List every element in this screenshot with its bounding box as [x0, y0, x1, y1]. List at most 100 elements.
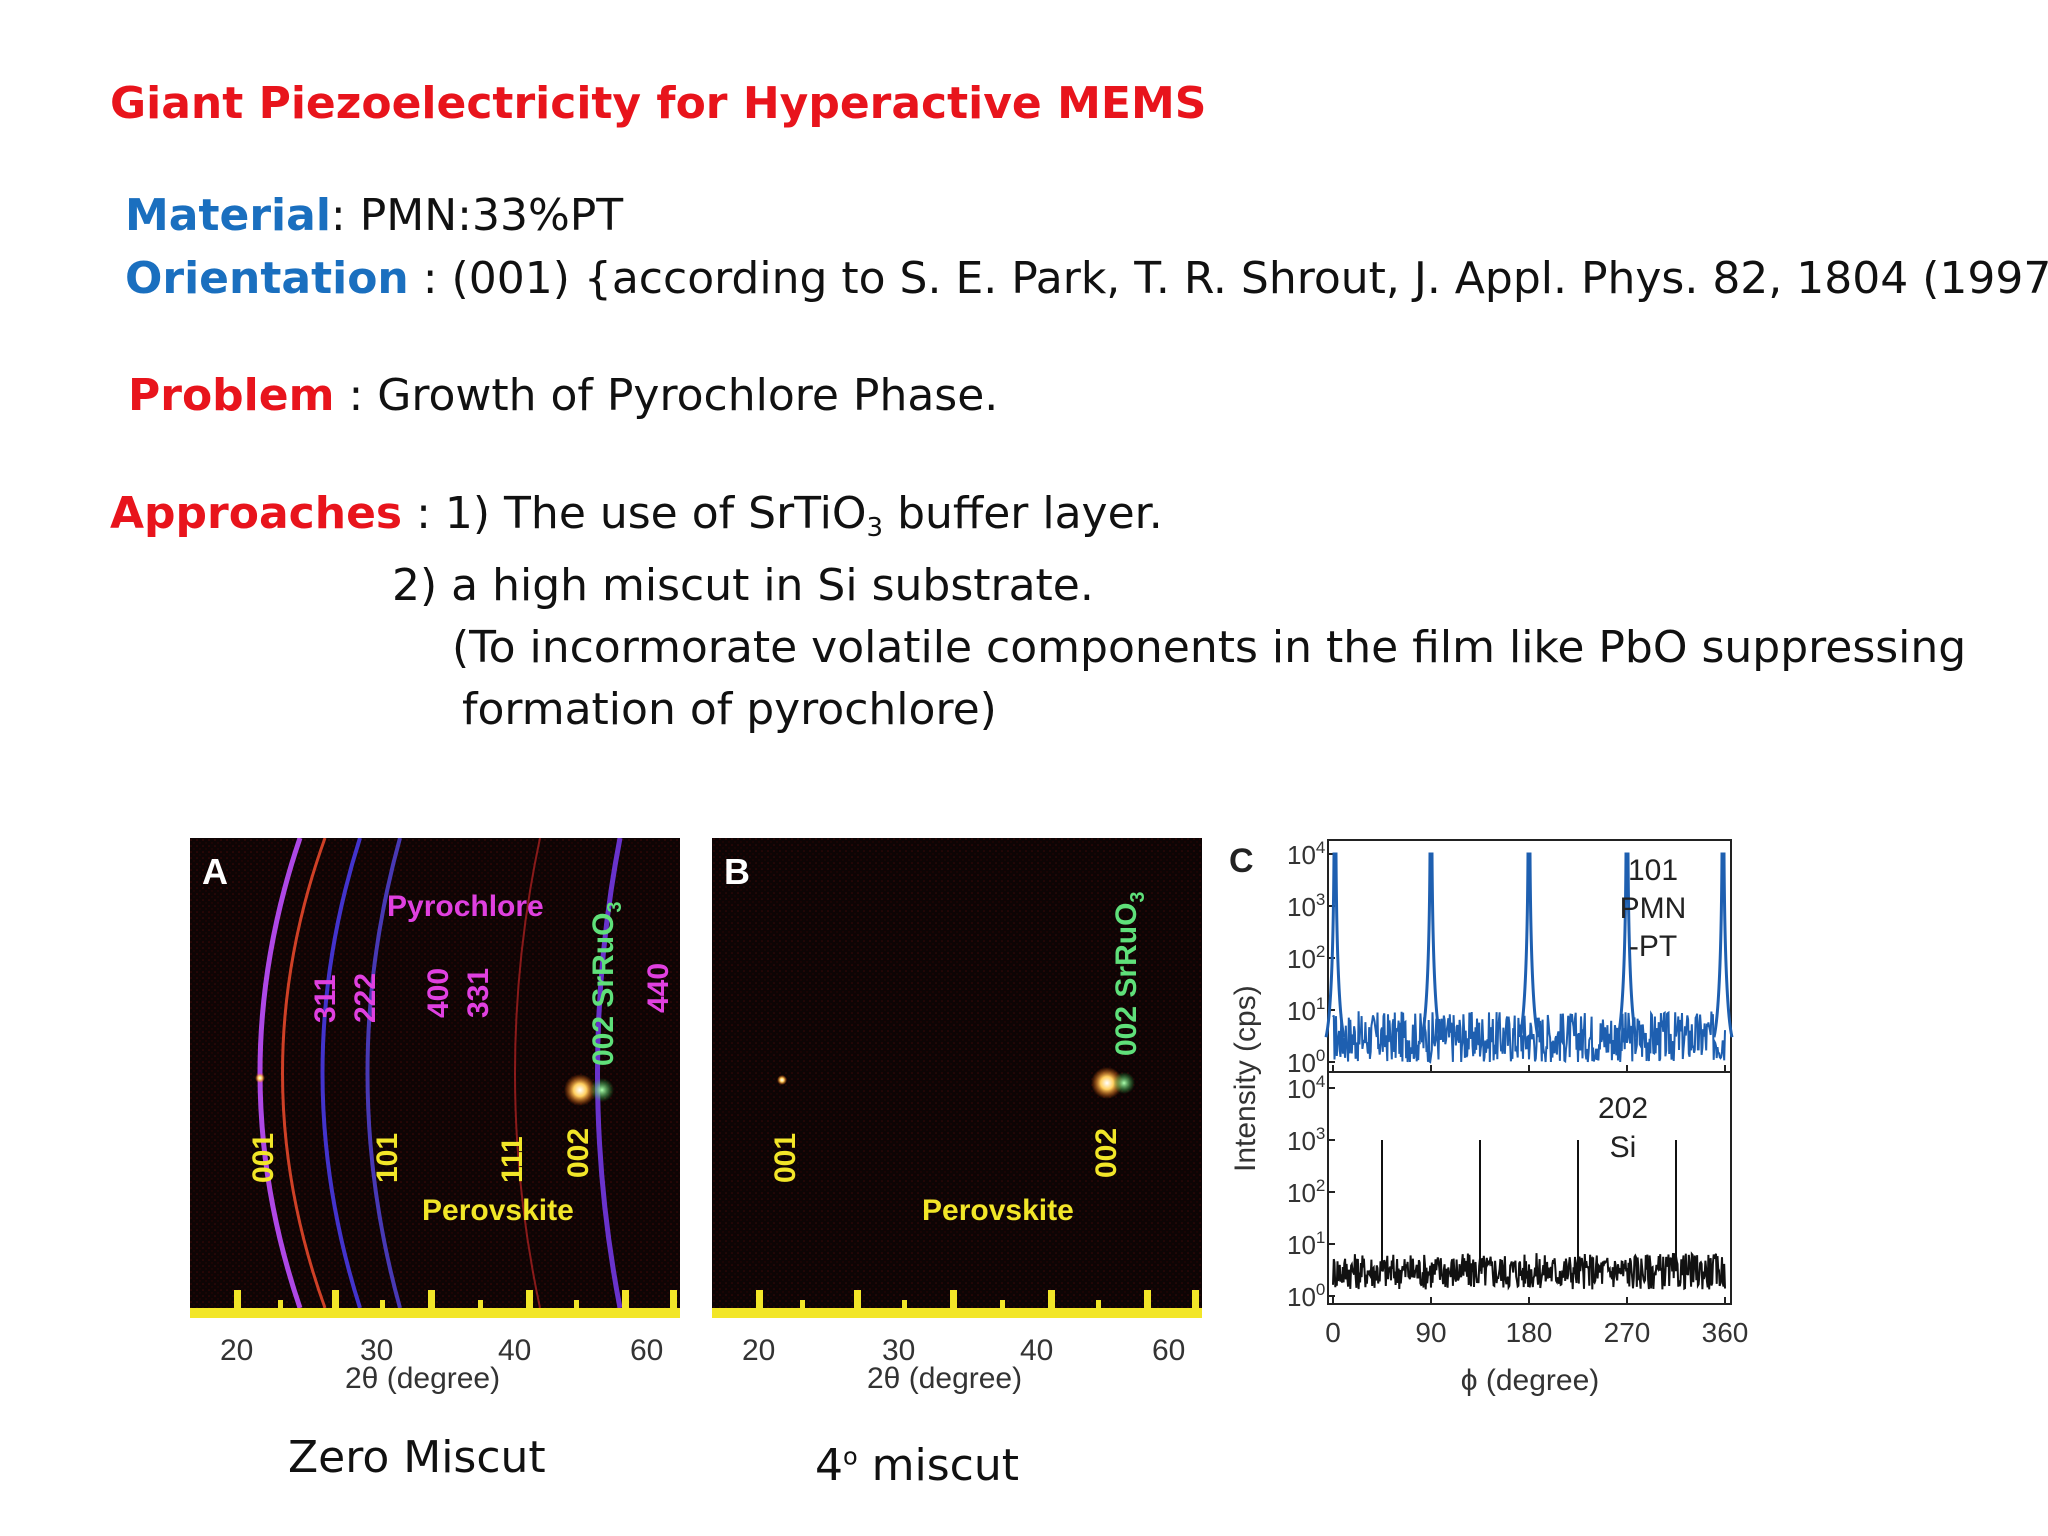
pyro-ring-440 — [595, 837, 623, 1309]
pyro-ring-400 — [320, 837, 362, 1309]
ytick-label: 104 — [1287, 1072, 1325, 1104]
panel-c: C Intensity (cps) 104 103 102 101 100 104 103… — [1225, 832, 1770, 1407]
ytick-label: 102 — [1287, 1176, 1325, 1208]
perovskite-label: Perovskite — [922, 1194, 1074, 1227]
spot-srruo3 — [1113, 1072, 1135, 1094]
noise-baseline — [1332, 1010, 1726, 1064]
approach2-line: 2) a high miscut in Si substrate. — [392, 560, 1094, 611]
peak-line — [1420, 852, 1442, 1038]
approach1-line: Approaches : 1) The use of SrTiO3 buffer… — [110, 488, 1163, 543]
pyro-ring-311 — [257, 837, 303, 1309]
series-si — [1332, 1140, 1726, 1291]
peak-111: 111 — [496, 1136, 529, 1183]
tick-40: 40 — [1020, 1334, 1053, 1367]
panel-a-axis — [190, 1308, 680, 1318]
spot-002 — [564, 1074, 596, 1106]
ring-002 — [514, 837, 541, 1309]
ytick-label: 103 — [1287, 1124, 1325, 1156]
tick-30: 30 — [360, 1334, 393, 1367]
series-pmn-pt — [1324, 852, 1734, 1064]
phi-xticks: 0 90 180 270 360 — [1325, 1065, 1748, 1348]
ytick-label: 101 — [1287, 1228, 1325, 1260]
problem-key: Problem — [128, 370, 335, 421]
panel-b-ticks — [756, 1290, 1199, 1310]
phi-scan-chart: C Intensity (cps) 104 103 102 101 100 104 103… — [1229, 838, 1748, 1397]
peak-101: 101 — [371, 1133, 404, 1183]
peak-440: 440 — [642, 963, 675, 1013]
ring-101 — [281, 837, 327, 1309]
material-value: : PMN:33%PT — [330, 190, 624, 241]
caption-4deg-miscut: 4o miscut — [815, 1440, 1020, 1491]
caption-zero-miscut: Zero Miscut — [288, 1432, 546, 1483]
panel-a-ticks — [234, 1290, 677, 1310]
peak-400: 400 — [422, 968, 455, 1018]
top-label-pmn: PMN — [1620, 892, 1687, 925]
panel-c-xlabel: ϕ (degree) — [1461, 1364, 1600, 1397]
approach1-sub: 3 — [866, 513, 884, 543]
panel-a-label: A — [202, 851, 228, 892]
orientation-line: Orientation : (001) {according to S. E. … — [125, 253, 2048, 304]
panel-b-axis — [712, 1308, 1202, 1318]
peak-331: 331 — [462, 968, 495, 1018]
srruo3-label: 002 SrRuO3 — [1110, 891, 1149, 1056]
panel-a: A Pyrochlore Perovskite 311 222 400 331 … — [190, 837, 680, 1398]
panel-c-label: C — [1229, 842, 1254, 880]
orientation-value: : (001) {according to S. E. Park, T. R. … — [408, 253, 2048, 304]
peak-line — [1712, 852, 1734, 1038]
ytick-label: 102 — [1287, 942, 1325, 974]
peak-311: 311 — [309, 975, 342, 1023]
bottom-label-si: Si — [1610, 1131, 1637, 1164]
approach1-pre: : 1) The use of SrTiO — [402, 488, 867, 539]
xtick-label: 0 — [1325, 1317, 1341, 1348]
ytick-label: 100 — [1287, 1280, 1325, 1312]
peak-222: 222 — [349, 973, 382, 1023]
ytick-label: 103 — [1287, 890, 1325, 922]
approach2-note-1: (To incormorate volatile components in t… — [452, 622, 1967, 673]
tick-20: 20 — [220, 1334, 253, 1367]
panel-a-figure: A Pyrochlore Perovskite 311 222 400 331 … — [190, 837, 680, 1395]
pyro-peak-labels: 311 222 400 331 440 — [309, 963, 675, 1023]
pyro-ring-331 — [365, 837, 402, 1309]
slide-title: Giant Piezoelectricity for Hyperactive M… — [110, 78, 1207, 129]
bottom-label-202: 202 — [1598, 1092, 1648, 1125]
panel-a-xlabel: 2θ (degree) — [345, 1362, 500, 1395]
problem-value: : Growth of Pyrochlore Phase. — [334, 370, 999, 421]
xtick-label: 180 — [1506, 1317, 1553, 1348]
tick-40: 40 — [498, 1334, 531, 1367]
spot-srruo3 — [590, 1078, 614, 1102]
peak-line — [1324, 852, 1346, 1038]
spot-001 — [255, 1073, 265, 1083]
tick-20: 20 — [742, 1334, 775, 1367]
material-key: Material — [125, 190, 331, 241]
approach1-post: buffer layer. — [883, 488, 1163, 539]
top-label-101: 101 — [1628, 854, 1678, 887]
perov-peak-labels: 001 101 111 002 — [247, 1128, 595, 1183]
perovskite-label: Perovskite — [422, 1194, 574, 1227]
srruo3-label: 002 SrRuO3 — [587, 901, 626, 1066]
approaches-key: Approaches — [110, 488, 403, 539]
material-line: Material: PMN:33%PT — [125, 190, 623, 241]
noise-baseline — [1332, 1251, 1726, 1291]
tick-30: 30 — [882, 1334, 915, 1367]
panel-c-ylabel: Intensity (cps) — [1229, 985, 1262, 1172]
xtick-label: 360 — [1702, 1317, 1749, 1348]
panel-b-xlabel: 2θ (degree) — [867, 1362, 1022, 1395]
orientation-key: Orientation — [125, 253, 409, 304]
peak-002: 002 — [562, 1128, 595, 1178]
pyrochlore-label: Pyrochlore — [387, 890, 544, 923]
ytick-label: 101 — [1287, 994, 1325, 1026]
peak-001: 001 — [247, 1133, 280, 1183]
peak-line — [1518, 852, 1540, 1038]
top-label-pt: -PT — [1629, 930, 1677, 963]
problem-line: Problem : Growth of Pyrochlore Phase. — [128, 370, 998, 421]
spot-002 — [1091, 1067, 1123, 1099]
tick-60: 60 — [630, 1334, 663, 1367]
xtick-label: 270 — [1604, 1317, 1651, 1348]
tick-60: 60 — [1152, 1334, 1185, 1367]
panel-b: B Perovskite 001 002 002 SrRuO3 20 30 40… — [712, 838, 1202, 1398]
peak-002: 002 — [1090, 1128, 1123, 1178]
spot-001 — [777, 1075, 787, 1085]
peak-line — [1616, 852, 1638, 1038]
ytick-label: 104 — [1287, 838, 1325, 870]
